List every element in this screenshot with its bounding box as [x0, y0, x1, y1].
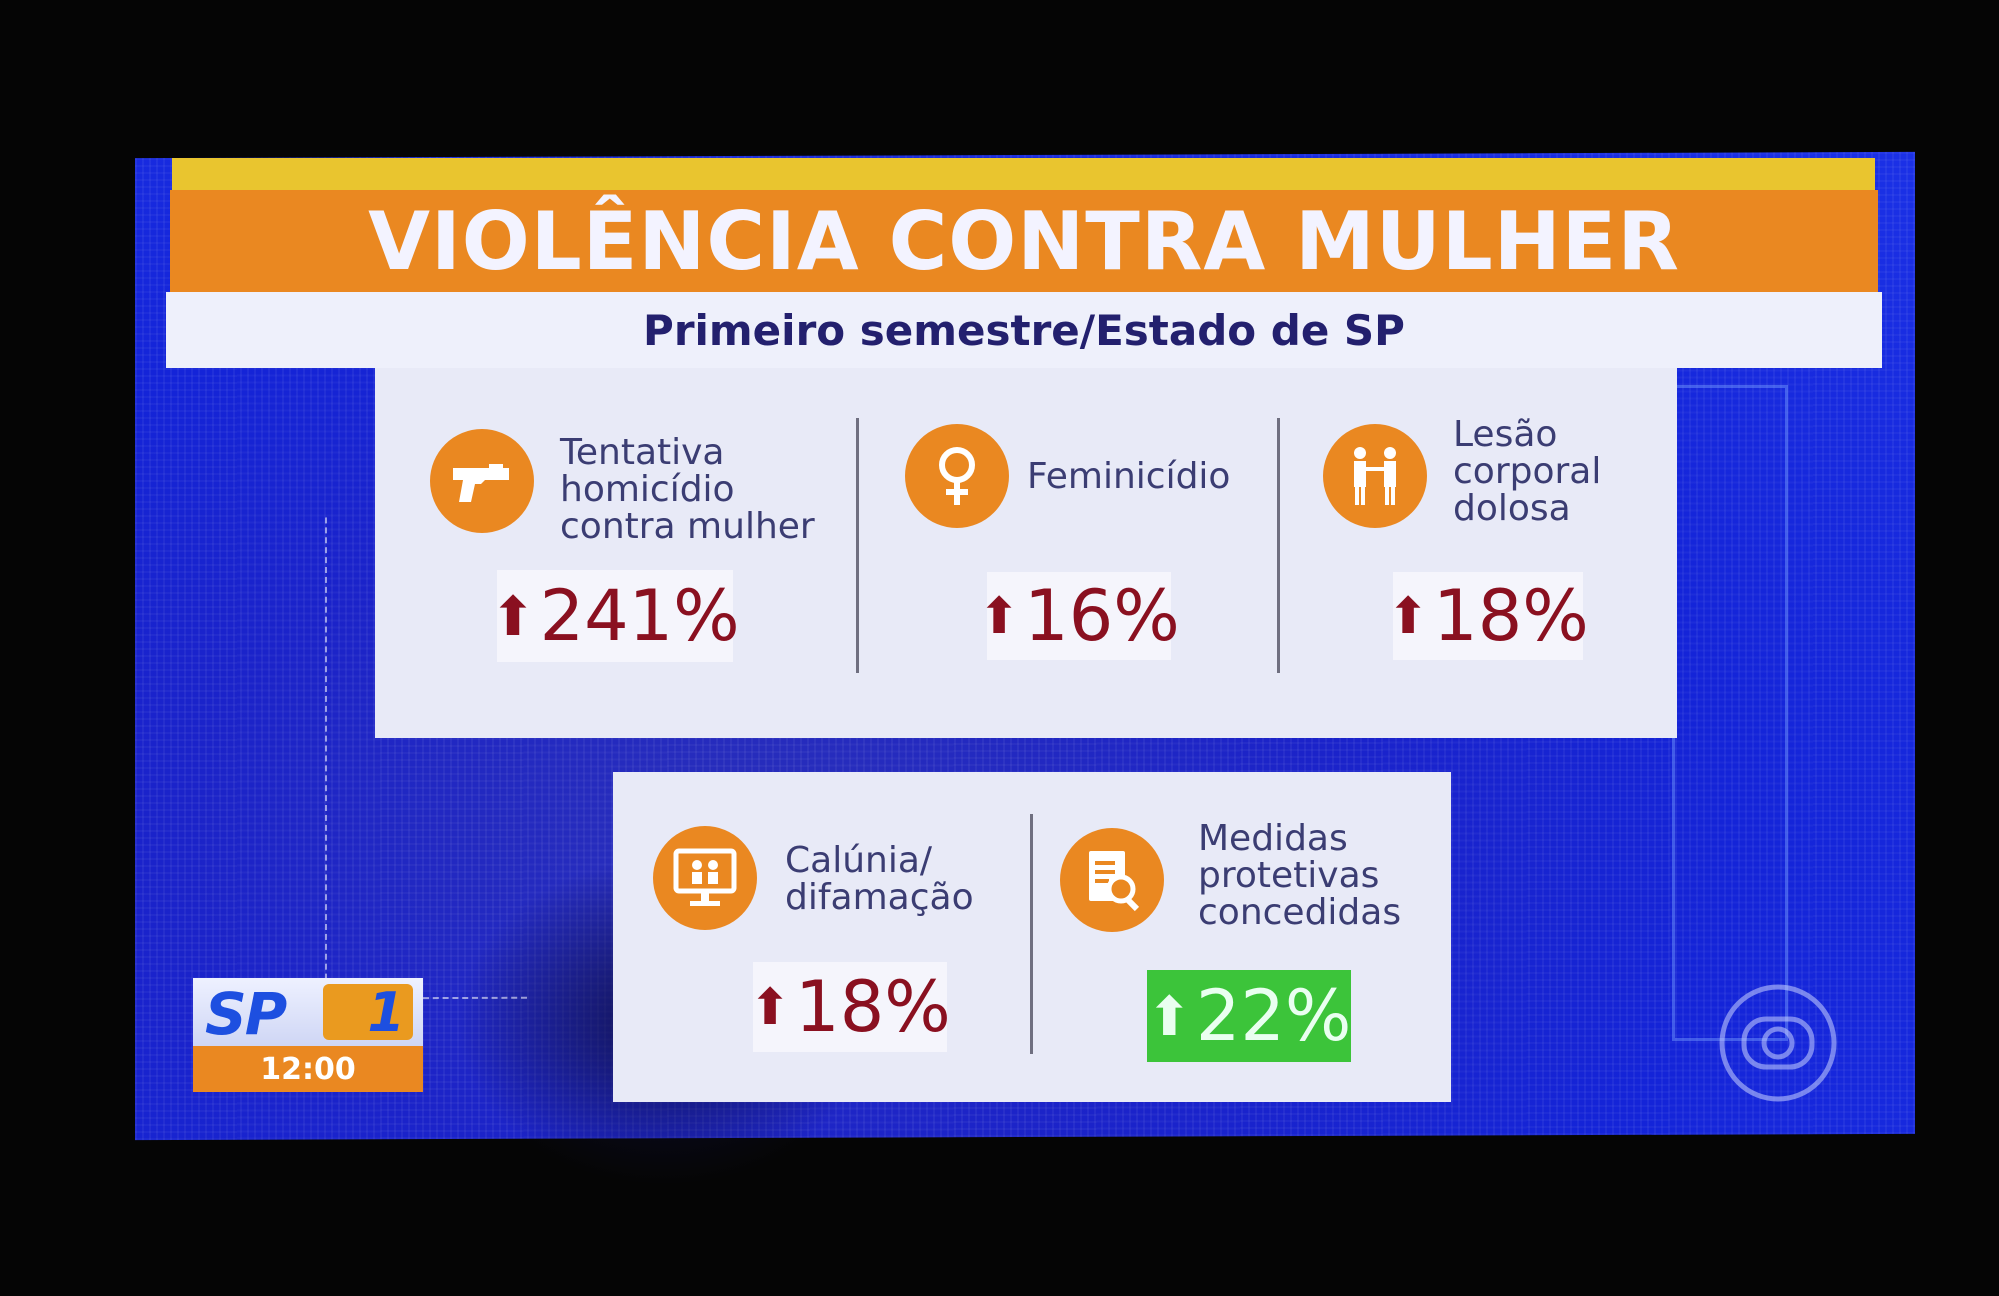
stat-value: 18%	[795, 966, 951, 1048]
stat-value-box: ⬆ 18%	[749, 962, 951, 1052]
up-arrow-icon: ⬆	[1387, 587, 1430, 645]
stat-label: Calúnia/ difamação	[785, 840, 974, 918]
stat-value: 16%	[1024, 575, 1180, 657]
stat-value-box: ⬆ 241%	[490, 570, 740, 662]
stat-value-box: ⬆ 18%	[1387, 572, 1589, 660]
divider	[1277, 418, 1280, 673]
stat-label: Lesão corporal dolosa	[1453, 414, 1602, 529]
stat-value: 22%	[1195, 975, 1352, 1057]
up-arrow-icon: ⬆	[490, 584, 536, 648]
female-symbol-icon	[905, 424, 1009, 528]
stat-value: 18%	[1433, 575, 1589, 657]
program-logo-number: 1	[323, 981, 413, 1044]
assault-people-icon	[1323, 424, 1427, 528]
document-search-icon	[1060, 828, 1164, 932]
up-arrow-icon: ⬆	[978, 587, 1021, 645]
program-logo-badge: SP 1	[193, 978, 423, 1048]
stats-panel-bottom: Calúnia/ difamação ⬆ 18% Medidas proteti…	[613, 772, 1451, 1102]
program-logo-letters: SP	[205, 980, 287, 1048]
up-arrow-icon: ⬆	[1146, 984, 1192, 1048]
page-subtitle: Primeiro semestre/Estado de SP	[643, 305, 1405, 355]
up-arrow-icon: ⬆	[749, 978, 792, 1036]
stat-value-box: ⬆ 16%	[978, 572, 1180, 660]
divider	[1030, 814, 1033, 1054]
stat-label: Tentativa homicídio contra mulher	[560, 432, 815, 547]
gun-icon	[430, 429, 534, 533]
broadcast-time: 12:00	[193, 1046, 423, 1092]
program-logo: SP 1 12:00	[193, 978, 423, 1092]
subtitle-bar: Primeiro semestre/Estado de SP	[166, 292, 1882, 368]
page-title: VIOLÊNCIA CONTRA MULHER	[368, 194, 1680, 288]
stat-value-box-highlight: ⬆ 22%	[1147, 970, 1351, 1062]
tv-globo-icon	[1719, 984, 1837, 1102]
title-bar: VIOLÊNCIA CONTRA MULHER	[170, 190, 1878, 292]
stat-label: Medidas protetivas concedidas	[1198, 818, 1402, 933]
stat-value: 241%	[539, 575, 740, 657]
stats-panel-top: Tentativa homicídio contra mulher ⬆ 241%…	[375, 368, 1677, 738]
background-right-frame	[1672, 385, 1788, 1041]
computer-screen-icon	[653, 826, 757, 930]
title-accent-strip	[172, 158, 1875, 190]
divider	[856, 418, 859, 673]
stat-label: Feminicídio	[1027, 456, 1231, 497]
